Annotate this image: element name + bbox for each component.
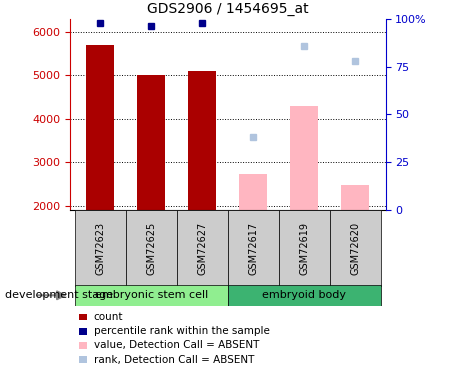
Text: GSM72627: GSM72627 — [197, 222, 207, 275]
Bar — [87, 45, 115, 210]
Bar — [75, 210, 126, 287]
Text: embryonic stem cell: embryonic stem cell — [95, 290, 208, 300]
Text: GSM72623: GSM72623 — [96, 222, 106, 275]
Text: rank, Detection Call = ABSENT: rank, Detection Call = ABSENT — [94, 355, 254, 364]
Text: value, Detection Call = ABSENT: value, Detection Call = ABSENT — [94, 340, 259, 350]
Bar — [126, 210, 177, 287]
Text: GSM72619: GSM72619 — [299, 222, 309, 275]
Text: percentile rank within the sample: percentile rank within the sample — [94, 326, 270, 336]
Text: GSM72625: GSM72625 — [147, 222, 156, 275]
Bar — [228, 285, 381, 306]
Bar — [290, 106, 318, 210]
Bar — [279, 210, 330, 287]
Bar — [341, 185, 369, 210]
Text: development stage: development stage — [5, 290, 113, 300]
Text: GSM72620: GSM72620 — [350, 222, 360, 275]
Bar — [177, 210, 228, 287]
Bar — [75, 285, 228, 306]
Bar — [138, 75, 166, 210]
Bar — [189, 71, 216, 210]
Text: embryoid body: embryoid body — [262, 290, 346, 300]
Bar — [330, 210, 381, 287]
Text: count: count — [94, 312, 123, 322]
Title: GDS2906 / 1454695_at: GDS2906 / 1454695_at — [147, 2, 308, 16]
Text: GSM72617: GSM72617 — [248, 222, 258, 275]
Bar — [228, 210, 279, 287]
Bar — [239, 174, 267, 210]
